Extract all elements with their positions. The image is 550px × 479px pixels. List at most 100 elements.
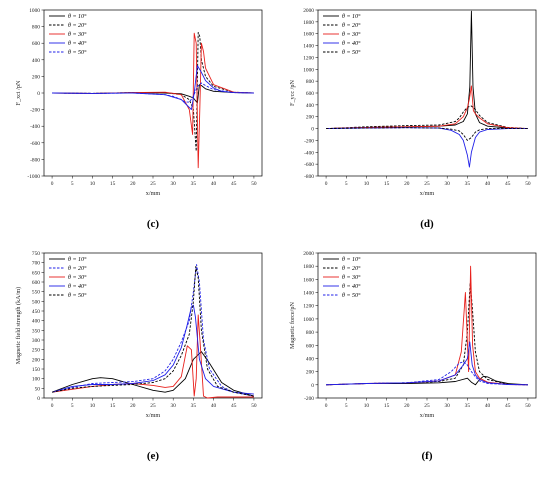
- x-tick-label: 35: [465, 403, 471, 409]
- y-tick-label: -200: [304, 138, 314, 144]
- series-line-3: [51, 304, 254, 395]
- y-axis-label: F_ycc /pN: [289, 79, 296, 105]
- y-tick-label: 1000: [29, 8, 40, 14]
- y-tick-label: 1400: [303, 291, 314, 297]
- panel-label: (d): [420, 218, 434, 230]
- legend-entry: θ = 40°: [342, 283, 361, 290]
- series-line-0: [51, 351, 255, 397]
- y-tick-label: -800: [30, 157, 40, 163]
- y-tick-label: 700: [32, 261, 40, 267]
- x-tick-label: 40: [485, 181, 491, 187]
- y-tick-label: -400: [304, 150, 314, 156]
- y-tick-label: 0: [37, 91, 40, 97]
- x-tick-label: 25: [150, 403, 156, 409]
- y-tick-label: 800: [306, 330, 314, 336]
- legend-entry: θ = 50°: [68, 292, 87, 299]
- y-tick-label: 2000: [303, 8, 314, 14]
- series-line-4: [326, 127, 528, 141]
- y-tick-label: 250: [32, 348, 40, 354]
- y-tick-label: 650: [32, 270, 40, 276]
- y-tick-label: 150: [32, 367, 40, 373]
- series-line-2: [326, 85, 528, 130]
- y-tick-label: 200: [306, 115, 314, 121]
- y-tick-label: -800: [304, 174, 314, 180]
- y-tick-label: 1200: [303, 304, 314, 310]
- x-tick-label: 5: [71, 403, 74, 409]
- x-tick-label: 15: [384, 181, 390, 187]
- chart-panel-0: 0 5 10 15 20 25 30 35 40 45 50 -1000 -800 -600 -400 -20…: [15, 8, 263, 230]
- x-tick-label: 0: [51, 181, 54, 187]
- y-tick-label: 600: [306, 343, 314, 349]
- y-tick-label: 1600: [303, 277, 314, 283]
- legend-entry: θ = 40°: [342, 40, 361, 47]
- x-tick-label: 25: [424, 181, 430, 187]
- y-tick-label: 1000: [303, 317, 314, 323]
- x-tick-label: 20: [130, 403, 136, 409]
- y-tick-label: 800: [32, 25, 40, 31]
- y-tick-label: 400: [306, 103, 314, 109]
- x-tick-label: 20: [130, 181, 136, 187]
- x-tick-label: 25: [424, 403, 430, 409]
- y-tick-label: 500: [32, 299, 40, 305]
- y-tick-label: 0: [37, 396, 40, 402]
- series-line-4: [326, 361, 528, 386]
- legend-entry: θ = 10°: [68, 13, 87, 20]
- y-tick-label: 800: [306, 79, 314, 85]
- x-tick-label: 25: [150, 181, 156, 187]
- x-tick-label: 10: [364, 403, 370, 409]
- x-tick-label: 35: [191, 403, 197, 409]
- legend-entry: θ = 30°: [342, 274, 361, 281]
- x-tick-label: 0: [51, 403, 54, 409]
- legend-entry: θ = 50°: [68, 49, 87, 56]
- x-tick-label: 20: [404, 181, 410, 187]
- y-axis-label: Magnetic force/pN: [289, 302, 296, 349]
- series-line-3: [326, 127, 528, 168]
- x-tick-label: 45: [505, 181, 511, 187]
- series-line-3: [52, 65, 254, 111]
- x-axis-label: x/mm: [146, 412, 161, 419]
- y-tick-label: -200: [304, 396, 314, 402]
- y-tick-label: -600: [30, 141, 40, 147]
- x-tick-label: 45: [231, 181, 237, 187]
- y-tick-label: 200: [32, 74, 40, 80]
- y-tick-label: 350: [32, 328, 40, 334]
- x-tick-label: 15: [110, 181, 116, 187]
- x-tick-label: 5: [71, 181, 74, 187]
- x-tick-label: 15: [384, 403, 390, 409]
- x-tick-label: 0: [325, 181, 328, 187]
- chart-panel-2: 0 5 10 15 20 25 30 35 40 45 5005010015020025030035…: [15, 251, 263, 462]
- x-tick-label: 40: [485, 403, 491, 409]
- x-tick-label: 45: [231, 403, 237, 409]
- y-tick-label: 200: [32, 357, 40, 363]
- legend-entry: θ = 50°: [342, 292, 361, 299]
- y-tick-label: 0: [311, 127, 314, 133]
- y-tick-label: -600: [304, 162, 314, 168]
- y-tick-label: 600: [32, 280, 40, 286]
- y-tick-label: 1200: [303, 55, 314, 61]
- y-tick-label: -1000: [27, 174, 40, 180]
- y-tick-label: 750: [32, 251, 40, 257]
- y-tick-label: 400: [32, 58, 40, 64]
- y-tick-label: -200: [30, 108, 40, 114]
- series-line-0: [326, 375, 528, 386]
- panel-label: (c): [147, 218, 160, 230]
- panel-label: (f): [422, 450, 433, 462]
- series-line-3: [326, 341, 528, 386]
- legend-entry: θ = 10°: [342, 256, 361, 263]
- x-tick-label: 50: [525, 403, 531, 409]
- x-tick-label: 35: [465, 181, 471, 187]
- x-tick-label: 50: [525, 181, 531, 187]
- chart-panel-1: 0 5 10 15 20 25 30 35 40 45 50 -800 -600 -400 -200 0 200…: [289, 8, 537, 230]
- x-tick-label: 40: [211, 403, 217, 409]
- y-tick-label: 1400: [303, 44, 314, 50]
- legend-entry: θ = 40°: [68, 40, 87, 47]
- series-line-4: [52, 266, 254, 397]
- x-tick-label: 0: [325, 403, 328, 409]
- x-axis-label: x/mm: [420, 190, 435, 197]
- legend-entry: θ = 30°: [342, 31, 361, 38]
- x-tick-label: 30: [444, 181, 450, 187]
- y-tick-label: 1600: [303, 32, 314, 38]
- series-line-4: [52, 82, 254, 103]
- y-tick-label: 400: [306, 356, 314, 362]
